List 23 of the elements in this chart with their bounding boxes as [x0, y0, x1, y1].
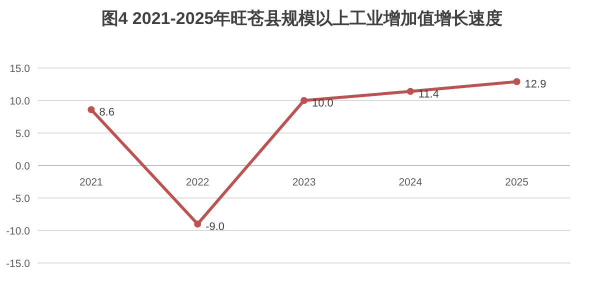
y-tick-label: 5.0	[15, 128, 30, 140]
y-tick-label: 0.0	[15, 160, 30, 172]
y-tick-label: 10.0	[10, 96, 30, 108]
point	[300, 97, 308, 104]
data-label: 10.0	[312, 98, 334, 110]
data-label: 8.6	[99, 106, 114, 119]
chart-title: 图4 2021-2025年旺苍县规模以上工业增加值增长速度	[101, 9, 503, 28]
x-tick-label: 2024	[398, 176, 422, 188]
x-tick-label: 2025	[505, 176, 529, 188]
data-label: 11.4	[418, 88, 439, 100]
y-tick-label: -10.0	[6, 226, 30, 238]
x-tick-label: 2022	[186, 176, 210, 188]
point	[194, 220, 202, 228]
y-tick-label: -5.0	[12, 193, 30, 205]
data-label: 12.9	[524, 78, 546, 91]
point	[406, 88, 414, 95]
y-tick-label: -15.0	[6, 258, 30, 270]
y-tick-label: 15.0	[10, 63, 30, 75]
point	[513, 78, 520, 86]
x-tick-label: 2021	[80, 176, 104, 188]
x-tick-label: 2023	[292, 176, 316, 188]
point	[88, 106, 95, 114]
data-label: -9.0	[206, 221, 225, 233]
